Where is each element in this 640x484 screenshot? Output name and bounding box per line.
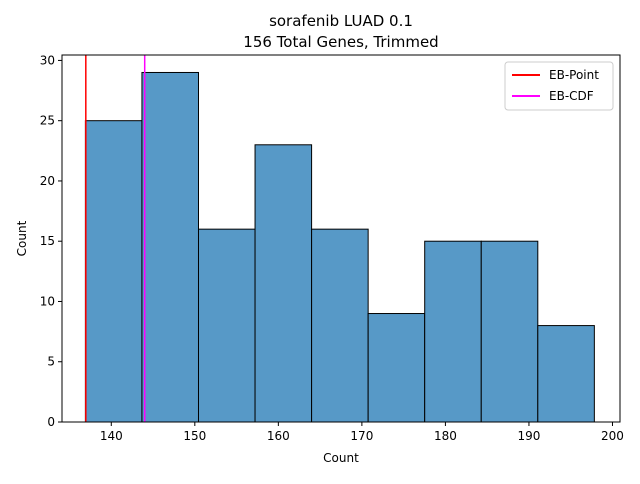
- histogram-bar: [141, 71, 199, 423]
- x-tick-label: 180: [434, 429, 457, 443]
- histogram-bar: [311, 228, 369, 423]
- histogram-bar: [197, 228, 256, 423]
- x-axis-ticks: 140 150 160 170 180 190 200: [100, 422, 624, 443]
- x-tick-label: 140: [100, 429, 123, 443]
- histogram-bar: [367, 313, 426, 423]
- legend: EB-Point EB-CDF: [504, 61, 614, 111]
- x-tick-label: 150: [183, 429, 206, 443]
- chart-subtitle: 156 Total Genes, Trimmed: [243, 33, 438, 51]
- axes-frame: [61, 54, 621, 423]
- y-tick-label: 20: [40, 174, 55, 188]
- bars-group: [84, 71, 595, 423]
- histogram-bar: [480, 240, 539, 423]
- x-tick-label: 170: [350, 429, 373, 443]
- y-tick-label: 0: [47, 415, 55, 429]
- y-tick-label: 25: [40, 114, 55, 128]
- histogram-bar: [84, 120, 143, 423]
- x-axis-label: Count: [323, 451, 359, 465]
- histogram-bar: [424, 240, 482, 423]
- legend-label: EB-CDF: [549, 89, 594, 103]
- y-tick-label: 5: [47, 355, 55, 369]
- y-axis-label: Count: [15, 220, 29, 256]
- x-tick-label: 200: [601, 429, 624, 443]
- y-tick-label: 30: [40, 53, 55, 67]
- x-tick-label: 190: [517, 429, 540, 443]
- histogram-bar: [537, 325, 595, 423]
- histogram-bar: [254, 144, 313, 423]
- legend-label: EB-Point: [549, 68, 599, 82]
- x-tick-label: 160: [267, 429, 290, 443]
- reference-lines-group: [85, 55, 146, 422]
- y-axis-ticks: 0 5 10 15 20 25 30: [40, 53, 62, 429]
- y-tick-label: 15: [40, 234, 55, 248]
- y-tick-label: 10: [40, 294, 55, 308]
- chart-title: sorafenib LUAD 0.1: [269, 12, 413, 30]
